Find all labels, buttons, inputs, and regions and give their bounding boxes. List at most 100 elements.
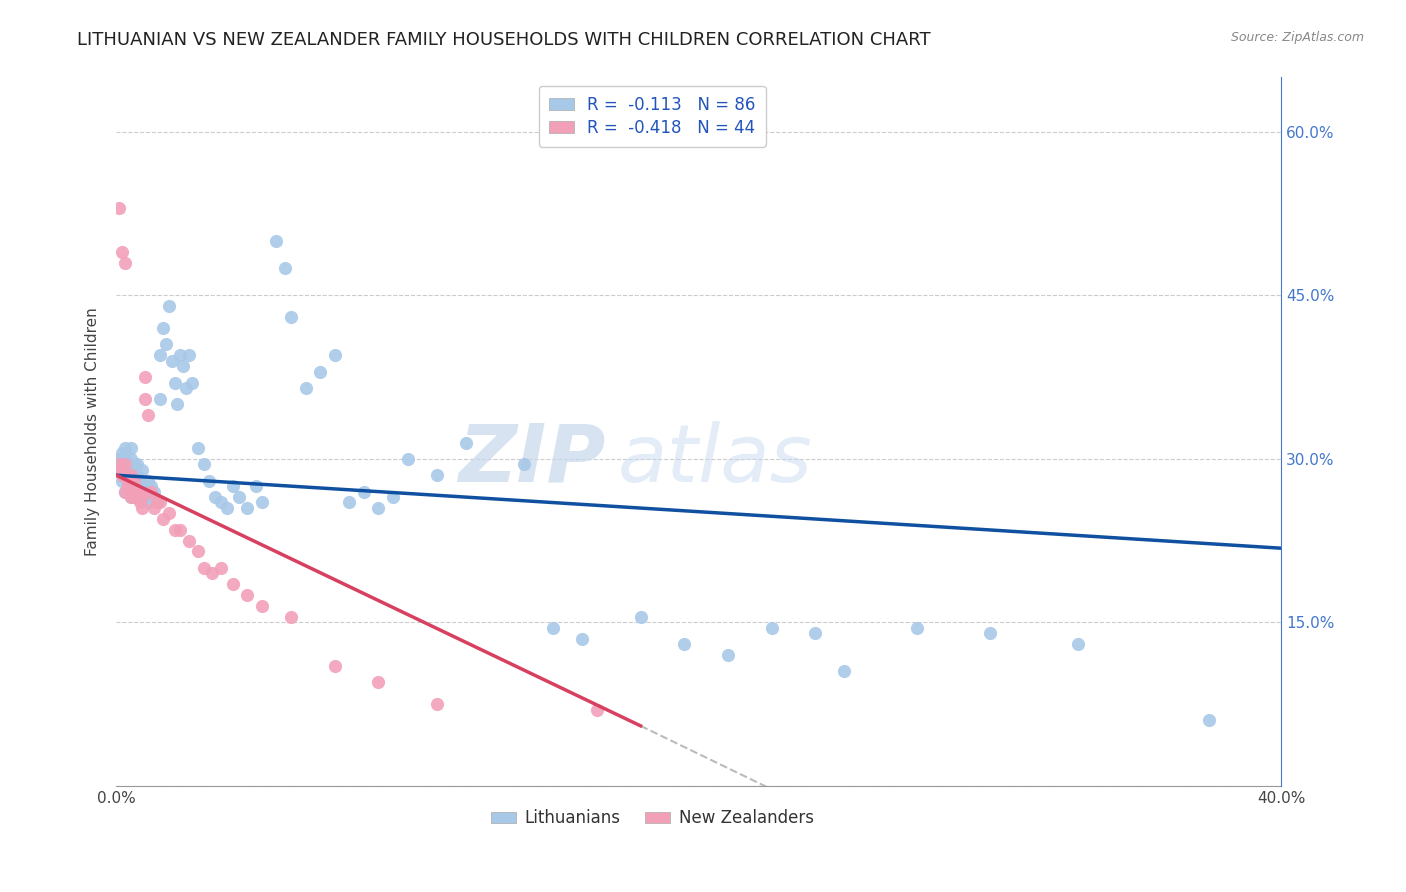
Point [172,359,194,374]
Point [280,610,302,624]
Point [134,479,156,493]
Point [149,495,172,509]
Point [454,435,477,450]
Point [228,490,250,504]
Point [367,500,389,515]
Point [274,261,297,276]
Point [117,479,139,493]
Point [141,479,163,493]
Point [146,495,169,509]
Point [152,512,174,526]
Point [114,458,136,472]
Point [396,451,419,466]
Point [120,468,142,483]
Point [120,441,142,455]
Point [146,495,169,509]
Point [120,490,142,504]
Point [141,484,163,499]
Text: atlas: atlas [617,421,813,499]
Point [117,458,139,472]
Point [136,409,159,423]
Point [1198,714,1220,728]
Text: Source: ZipAtlas.com: Source: ZipAtlas.com [1230,31,1364,45]
Point [236,500,259,515]
Point [1066,637,1088,651]
Point [117,468,139,483]
Point [426,697,449,711]
Point [111,463,134,477]
Point [166,397,188,411]
Point [250,599,273,613]
Point [513,458,536,472]
Point [128,474,150,488]
Point [222,479,245,493]
Point [204,490,226,504]
Point [382,490,405,504]
Point [111,244,134,259]
Point [804,626,827,640]
Text: LITHUANIAN VS NEW ZEALANDER FAMILY HOUSEHOLDS WITH CHILDREN CORRELATION CHART: LITHUANIAN VS NEW ZEALANDER FAMILY HOUSE… [77,31,931,49]
Point [122,479,145,493]
Point [177,348,200,362]
Y-axis label: Family Households with Children: Family Households with Children [86,307,100,556]
Point [353,484,375,499]
Point [169,348,191,362]
Point [131,500,153,515]
Point [323,659,346,673]
Point [160,353,183,368]
Point [177,533,200,548]
Point [131,490,153,504]
Point [111,474,134,488]
Point [294,381,316,395]
Point [193,458,215,472]
Point [136,495,159,509]
Point [157,506,180,520]
Point [114,484,136,499]
Point [979,626,1001,640]
Point [108,458,131,472]
Point [128,484,150,499]
Point [169,523,191,537]
Point [187,441,209,455]
Point [905,621,928,635]
Point [201,566,224,581]
Point [120,468,142,483]
Point [111,446,134,460]
Point [114,256,136,270]
Point [108,458,131,472]
Point [111,468,134,483]
Point [114,451,136,466]
Point [198,474,221,488]
Point [280,310,302,325]
Point [187,544,209,558]
Point [111,458,134,472]
Point [586,702,609,716]
Point [174,381,197,395]
Point [108,451,131,466]
Point [834,665,856,679]
Point [108,463,131,477]
Point [630,610,652,624]
Point [193,561,215,575]
Point [120,490,142,504]
Point [120,479,142,493]
Point [541,621,564,635]
Point [111,468,134,483]
Point [163,376,186,390]
Point [426,468,449,483]
Point [125,490,148,504]
Point [122,458,145,472]
Point [367,675,389,690]
Text: ZIP: ZIP [458,421,606,499]
Point [143,484,166,499]
Point [136,474,159,488]
Point [134,490,156,504]
Point [117,479,139,493]
Point [245,479,267,493]
Point [120,451,142,466]
Point [122,474,145,488]
Point [125,468,148,483]
Point [131,463,153,477]
Point [163,523,186,537]
Point [157,299,180,313]
